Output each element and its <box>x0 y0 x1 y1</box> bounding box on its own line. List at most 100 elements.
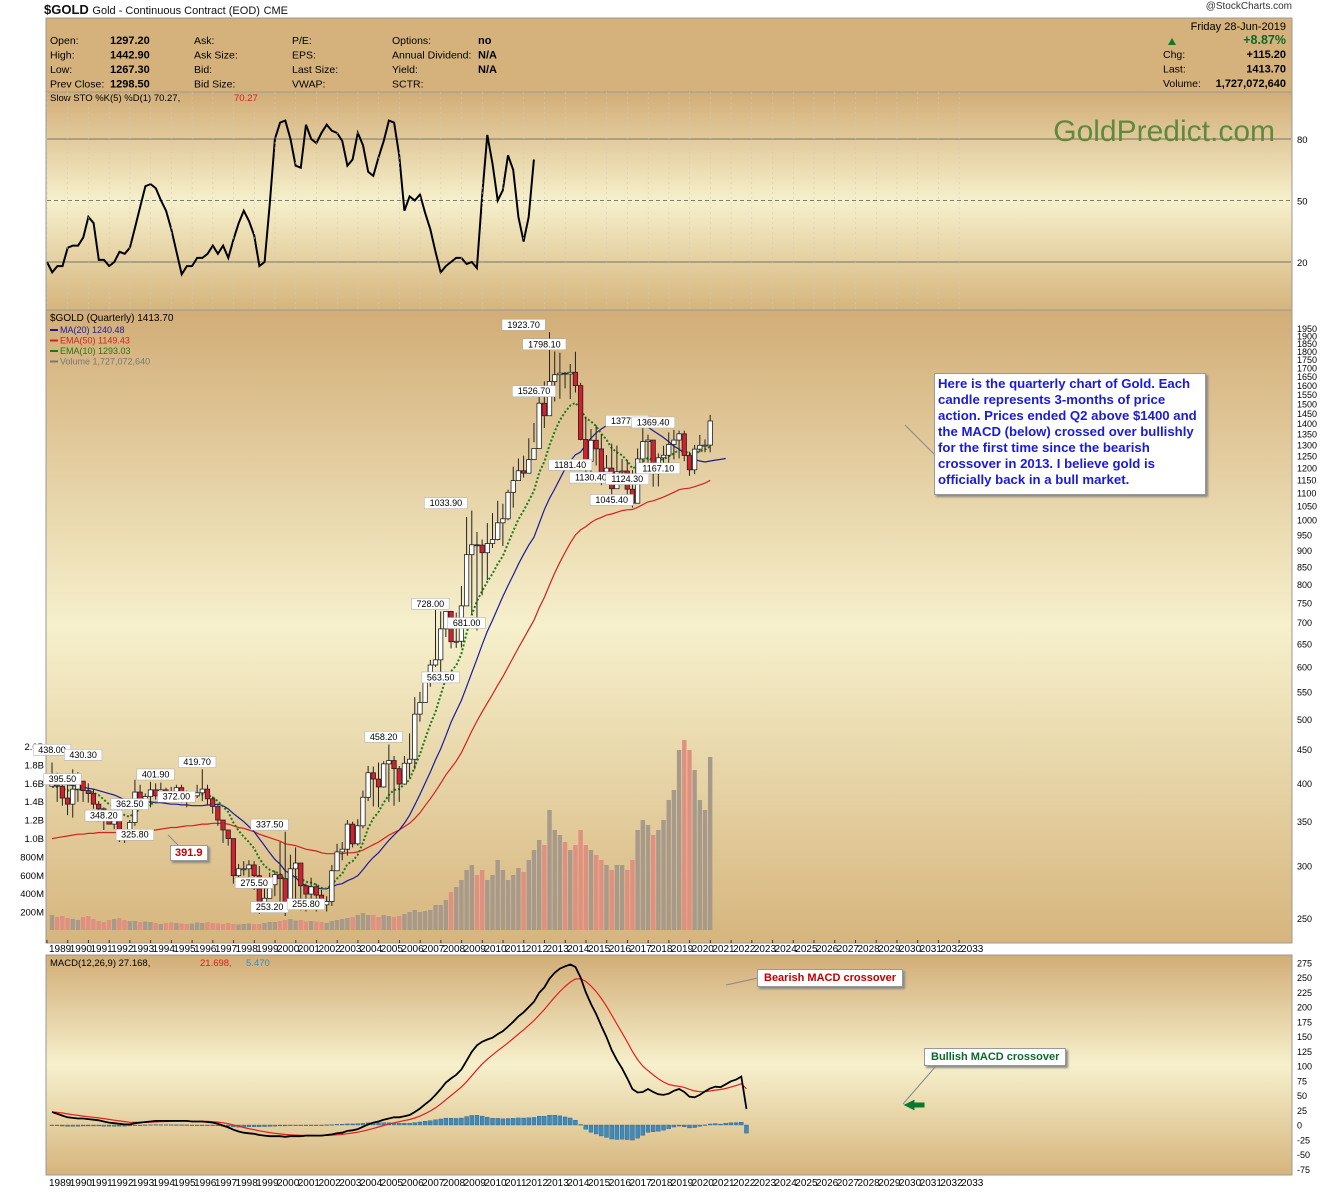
macd-x-tick-label: 2024 <box>775 1178 798 1189</box>
volume-bar <box>443 900 449 930</box>
volume-bar <box>516 868 521 930</box>
candle-body <box>406 758 413 764</box>
exchange: CME <box>263 5 289 17</box>
annotation-pointer <box>904 424 936 456</box>
macd-histogram-bar <box>303 1124 309 1126</box>
candle-body <box>230 838 236 877</box>
volume-bar <box>80 917 86 930</box>
macd-histogram-bar <box>251 1124 257 1127</box>
price-label-box <box>447 617 486 629</box>
volume-bar <box>111 919 117 930</box>
quote-value: no <box>478 35 492 47</box>
price-label-box <box>512 385 556 397</box>
price-label-box <box>636 462 681 475</box>
quote-value: 1413.70 <box>1246 64 1286 76</box>
macd-histogram-bar <box>75 1124 81 1127</box>
macd-tick-label: 25 <box>1297 1106 1307 1116</box>
macd-histogram-bar <box>80 1124 86 1127</box>
volume-bar <box>547 810 552 930</box>
quote-label: High: <box>50 50 75 62</box>
macd-x-tick-label: 2023 <box>754 1178 777 1189</box>
macd-x-tick-label: 2017 <box>629 1178 652 1189</box>
quote-label: Last Size: <box>292 64 338 76</box>
macd-histogram-bar <box>340 1124 345 1126</box>
volume-bar <box>314 921 319 930</box>
macd-x-tick-label: 2020 <box>692 1178 715 1189</box>
quote-label: Annual Dividend: <box>392 50 471 62</box>
price-label: 275.50 <box>235 877 274 889</box>
quote-value: 1,727,072,640 <box>1216 78 1286 90</box>
bullish-pointer <box>902 1065 937 1105</box>
candle-body <box>210 798 216 807</box>
volume-bar <box>360 913 366 930</box>
instrument-name: Gold - Continuous Contract (EOD) <box>92 5 260 17</box>
volume-tick-label: 1.8B <box>24 760 44 771</box>
price-tick-label: 950 <box>1297 530 1312 540</box>
macd-histogram-bar <box>588 1124 594 1133</box>
price-legend-item: Volume 1,727,072,640 <box>60 357 150 367</box>
price-label: 362.50 <box>110 798 149 810</box>
macd-x-tick-label: 1998 <box>236 1178 259 1189</box>
price-label-text: 401.90 <box>142 769 170 779</box>
candle-body <box>277 874 283 880</box>
macd-histogram-bar <box>376 1122 381 1126</box>
macd-histogram-bar <box>692 1124 697 1128</box>
macd-histogram-bar <box>697 1124 702 1127</box>
price-label: 1798.10 <box>522 338 567 351</box>
candle-body <box>692 448 698 471</box>
candle-body <box>603 467 610 473</box>
candle-body <box>510 480 516 493</box>
macd-histogram-bar <box>521 1117 526 1126</box>
candle-body <box>386 760 392 765</box>
macd-x-tick-label: 2002 <box>318 1178 341 1189</box>
price-label-box <box>411 598 450 610</box>
macd-x-tick-label: 2004 <box>360 1178 383 1189</box>
volume-bar <box>324 923 329 930</box>
macd-x-tick-label: 2010 <box>484 1178 507 1189</box>
macd-histogram-bar <box>148 1124 153 1126</box>
macd-histogram-bar <box>599 1124 604 1137</box>
volume-bar <box>562 842 568 930</box>
price-tick-label: 1650 <box>1297 372 1317 382</box>
macd-histogram-bar <box>448 1118 454 1126</box>
macd-tick-label: 75 <box>1297 1076 1307 1086</box>
price-label-text: 419.70 <box>183 757 211 767</box>
price-tick-label: 1900 <box>1297 331 1317 341</box>
macd-histogram-bar <box>666 1124 671 1129</box>
x-tick-label: 2008 <box>443 944 466 955</box>
volume-bar <box>599 860 604 930</box>
macd-histogram-bar <box>459 1117 464 1126</box>
sto-line <box>46 119 535 277</box>
price-tick-label: 1250 <box>1297 452 1317 462</box>
macd-histogram-bar <box>682 1124 687 1127</box>
volume-bar <box>573 845 578 930</box>
volume-tick-label: 1.0B <box>24 834 44 845</box>
x-tick-label: 1994 <box>153 944 176 955</box>
macd-x-tick-label: 1996 <box>194 1178 217 1189</box>
price-label-box <box>605 473 650 485</box>
price-legend-item: EMA(50) 1149.43 <box>60 336 130 346</box>
macd-histogram-bar <box>329 1124 335 1126</box>
macd-tick-label: 175 <box>1297 1017 1312 1027</box>
macd-histogram-bar <box>594 1124 599 1135</box>
price-label: 1033.90 <box>424 497 468 509</box>
quote-label: SCTR: <box>392 79 424 91</box>
volume-bar <box>49 915 55 930</box>
macd-histogram-bar <box>687 1124 692 1129</box>
price-tick-label: 1150 <box>1297 476 1316 486</box>
macd-histogram-bar <box>500 1118 506 1126</box>
macd-histogram-bar <box>86 1124 91 1127</box>
volume-bar <box>75 920 81 930</box>
x-tick-label: 2033 <box>961 944 984 955</box>
x-tick-label: 2006 <box>401 944 424 955</box>
candle-body <box>360 796 366 827</box>
x-tick-label: 2000 <box>277 944 300 955</box>
macd-tick-label: 125 <box>1297 1047 1312 1057</box>
price-tick-label: 450 <box>1297 745 1312 755</box>
candle-body <box>251 864 257 877</box>
volume-bar <box>505 880 511 930</box>
macd-histogram-bar <box>407 1123 412 1126</box>
volume-bar <box>459 880 464 930</box>
macd-histogram-bar <box>490 1117 495 1126</box>
volume-bar <box>54 917 60 930</box>
